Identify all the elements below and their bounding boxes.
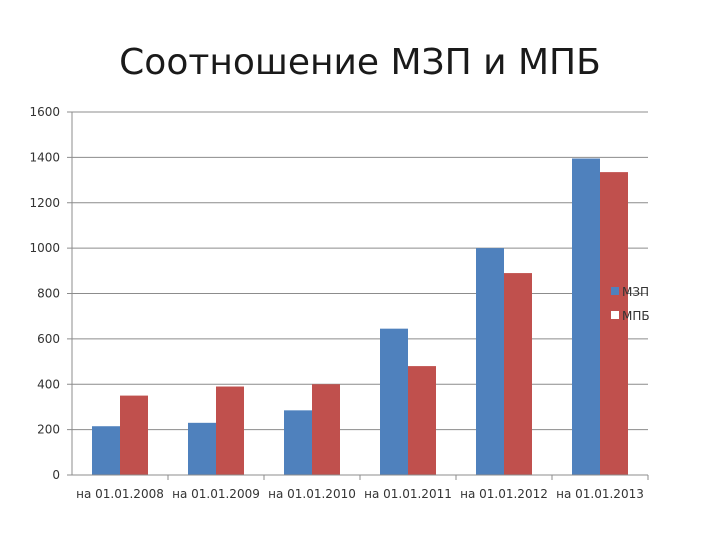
- bar-mzp: [476, 248, 504, 475]
- bar-mzp: [572, 158, 600, 475]
- legend-label: МПБ: [622, 309, 650, 323]
- y-tick-label: 1600: [29, 105, 60, 119]
- legend-swatch: [611, 311, 619, 319]
- y-tick-label: 800: [37, 287, 60, 301]
- legend: МЗП МПБ: [611, 285, 650, 323]
- y-tick-label: 1200: [29, 196, 60, 210]
- bar-mpb: [216, 386, 244, 475]
- bar-mzp: [188, 422, 216, 475]
- x-tick-label: на 01.01.2010: [268, 487, 356, 501]
- x-tick-label: на 01.01.2012: [460, 487, 548, 501]
- x-tick-label: на 01.01.2008: [76, 487, 164, 501]
- y-tick-labels: 0 200 400 600 800 1000 1200 1400 1600: [29, 105, 60, 482]
- bar-mpb: [504, 273, 532, 475]
- x-tick-labels: на 01.01.2008 на 01.01.2009 на 01.01.2010 н…: [76, 487, 644, 501]
- y-tick-label: 1000: [29, 241, 60, 255]
- y-tick-label: 600: [37, 332, 60, 346]
- bar-mzp: [380, 328, 408, 475]
- chart-title: Соотношение МЗП и МПБ: [119, 42, 601, 83]
- y-tick-label: 1400: [29, 150, 60, 164]
- y-tick-label: 0: [52, 468, 60, 482]
- axes: [67, 111, 649, 480]
- x-tick-label: на 01.01.2011: [364, 487, 452, 501]
- bar-mpb: [312, 384, 340, 475]
- bar-mpb: [600, 172, 628, 475]
- bar-mpb: [120, 395, 148, 475]
- legend-swatch: [611, 287, 619, 295]
- bar-mzp: [92, 426, 120, 475]
- gridlines: [72, 111, 648, 431]
- bar-mzp: [284, 410, 312, 475]
- legend-label: МЗП: [622, 285, 649, 299]
- y-tick-label: 400: [37, 377, 60, 391]
- x-tick-label: на 01.01.2009: [172, 487, 260, 501]
- x-tick-label: на 01.01.2013: [556, 487, 644, 501]
- y-tick-label: 200: [37, 423, 60, 437]
- bars: [92, 158, 628, 475]
- bar-mpb: [408, 366, 436, 475]
